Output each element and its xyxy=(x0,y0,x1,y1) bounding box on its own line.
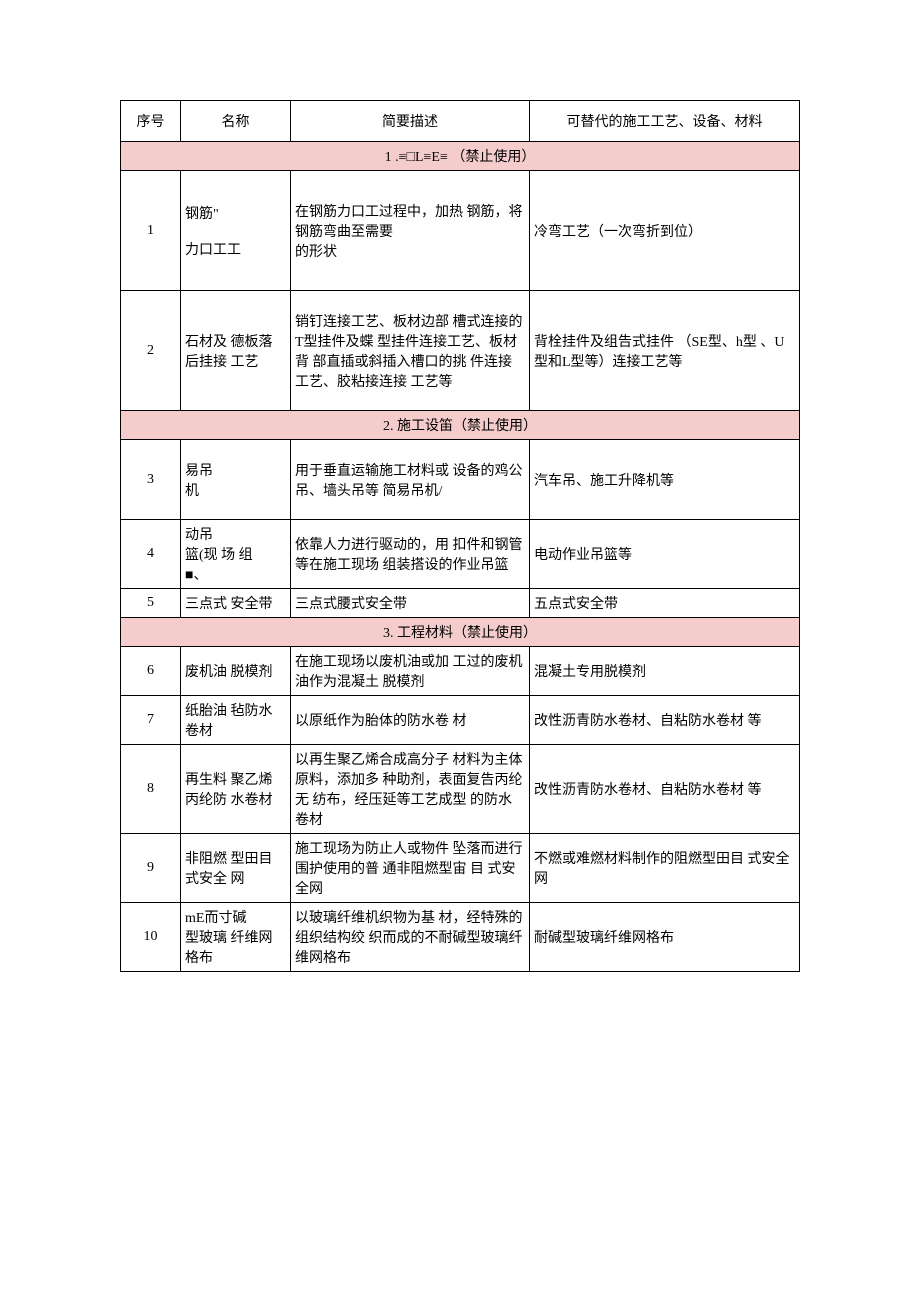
table-row: 4 动吊 篮(现 场 组 ■、 依靠人力进行驱动的，用 扣件和钢管等在施工现场 … xyxy=(121,520,800,589)
cell-desc: 用于垂直运输施工材料或 设备的鸡公吊、墙头吊等 简易吊机/ xyxy=(291,440,530,520)
cell-name: 再生料 聚乙烯 丙纶防 水卷材 xyxy=(181,745,291,834)
table-row: 6 废机油 脱模剂 在施工现场以废机油或加 工过的废机油作为混凝土 脱模剂 混凝… xyxy=(121,647,800,696)
cell-seq: 9 xyxy=(121,834,181,903)
header-row: 序号 名称 简要描述 可替代的施工工艺、设备、材料 xyxy=(121,101,800,142)
table-row: 10 mE而寸碱 型玻璃 纤维网 格布 以玻璃纤维机织物为基 材，经特殊的组织结… xyxy=(121,903,800,972)
cell-seq: 2 xyxy=(121,291,181,411)
section-1-header: 1 .≡□L≡E≡ （禁止使用） xyxy=(121,142,800,171)
cell-name: 钢筋" 力口工工 xyxy=(181,171,291,291)
table-row: 1 钢筋" 力口工工 在钢筋力口工过程中，加热 钢筋，将钢筋弯曲至需要 的形状 … xyxy=(121,171,800,291)
table-row: 5 三点式 安全带 三点式腰式安全带 五点式安全带 xyxy=(121,589,800,618)
cell-name: 石材及 德板落 后挂接 工艺 xyxy=(181,291,291,411)
cell-desc: 施工现场为防止人或物件 坠落而进行围护使用的普 通非阻燃型宙 目 式安全网 xyxy=(291,834,530,903)
cell-name: mE而寸碱 型玻璃 纤维网 格布 xyxy=(181,903,291,972)
cell-alt: 冷弯工艺（一次弯折到位） xyxy=(530,171,800,291)
cell-name: 纸胎油 毡防水 卷材 xyxy=(181,696,291,745)
cell-alt: 耐碱型玻璃纤维网格布 xyxy=(530,903,800,972)
table-row: 8 再生料 聚乙烯 丙纶防 水卷材 以再生聚乙烯合成高分子 材料为主体原料，添加… xyxy=(121,745,800,834)
cell-alt: 改性沥青防水卷材、自粘防水卷材 等 xyxy=(530,696,800,745)
section-3-title: 3. 工程材料（禁止使用） xyxy=(121,618,800,647)
header-alt: 可替代的施工工艺、设备、材料 xyxy=(530,101,800,142)
header-seq: 序号 xyxy=(121,101,181,142)
header-desc: 简要描述 xyxy=(291,101,530,142)
cell-desc: 以再生聚乙烯合成高分子 材料为主体原料，添加多 种助剂，表面复告丙纶无 纺布，经… xyxy=(291,745,530,834)
cell-desc: 三点式腰式安全带 xyxy=(291,589,530,618)
cell-name: 三点式 安全带 xyxy=(181,589,291,618)
table-row: 2 石材及 德板落 后挂接 工艺 销钉连接工艺、板材边部 槽式连接的T型挂件及蝶… xyxy=(121,291,800,411)
cell-seq: 3 xyxy=(121,440,181,520)
cell-seq: 1 xyxy=(121,171,181,291)
cell-name: 非阻燃 型田目 式安全 网 xyxy=(181,834,291,903)
cell-alt: 不燃或难燃材料制作的阻燃型田目 式安全网 xyxy=(530,834,800,903)
cell-seq: 7 xyxy=(121,696,181,745)
cell-desc: 在施工现场以废机油或加 工过的废机油作为混凝土 脱模剂 xyxy=(291,647,530,696)
cell-alt: 改性沥青防水卷材、自粘防水卷材 等 xyxy=(530,745,800,834)
cell-alt: 背栓挂件及组告式挂件 （SE型、h型 、U型和L型等）连接工艺等 xyxy=(530,291,800,411)
section-3-header: 3. 工程材料（禁止使用） xyxy=(121,618,800,647)
cell-desc: 销钉连接工艺、板材边部 槽式连接的T型挂件及蝶 型挂件连接工艺、板材背 部直插或… xyxy=(291,291,530,411)
cell-name: 动吊 篮(现 场 组 ■、 xyxy=(181,520,291,589)
cell-desc: 依靠人力进行驱动的，用 扣件和钢管等在施工现场 组装搭设的作业吊篮 xyxy=(291,520,530,589)
cell-alt: 混凝土专用脱模剂 xyxy=(530,647,800,696)
cell-seq: 6 xyxy=(121,647,181,696)
table-row: 7 纸胎油 毡防水 卷材 以原纸作为胎体的防水卷 材 改性沥青防水卷材、自粘防水… xyxy=(121,696,800,745)
cell-desc: 以玻璃纤维机织物为基 材，经特殊的组织结构绞 织而成的不耐碱型玻璃纤 维网格布 xyxy=(291,903,530,972)
cell-seq: 8 xyxy=(121,745,181,834)
cell-name: 废机油 脱模剂 xyxy=(181,647,291,696)
cell-alt: 五点式安全带 xyxy=(530,589,800,618)
section-1-title: 1 .≡□L≡E≡ （禁止使用） xyxy=(121,142,800,171)
table-row: 3 易吊 机 用于垂直运输施工材料或 设备的鸡公吊、墙头吊等 简易吊机/ 汽车吊… xyxy=(121,440,800,520)
cell-alt: 电动作业吊篮等 xyxy=(530,520,800,589)
header-name: 名称 xyxy=(181,101,291,142)
cell-alt: 汽车吊、施工升降机等 xyxy=(530,440,800,520)
cell-desc: 在钢筋力口工过程中，加热 钢筋，将钢筋弯曲至需要 的形状 xyxy=(291,171,530,291)
main-table: 序号 名称 简要描述 可替代的施工工艺、设备、材料 1 .≡□L≡E≡ （禁止使… xyxy=(120,100,800,972)
section-2-title: 2. 施工设笛（禁止使用） xyxy=(121,411,800,440)
cell-desc: 以原纸作为胎体的防水卷 材 xyxy=(291,696,530,745)
cell-seq: 5 xyxy=(121,589,181,618)
section-2-header: 2. 施工设笛（禁止使用） xyxy=(121,411,800,440)
table-row: 9 非阻燃 型田目 式安全 网 施工现场为防止人或物件 坠落而进行围护使用的普 … xyxy=(121,834,800,903)
cell-seq: 4 xyxy=(121,520,181,589)
cell-seq: 10 xyxy=(121,903,181,972)
cell-name: 易吊 机 xyxy=(181,440,291,520)
